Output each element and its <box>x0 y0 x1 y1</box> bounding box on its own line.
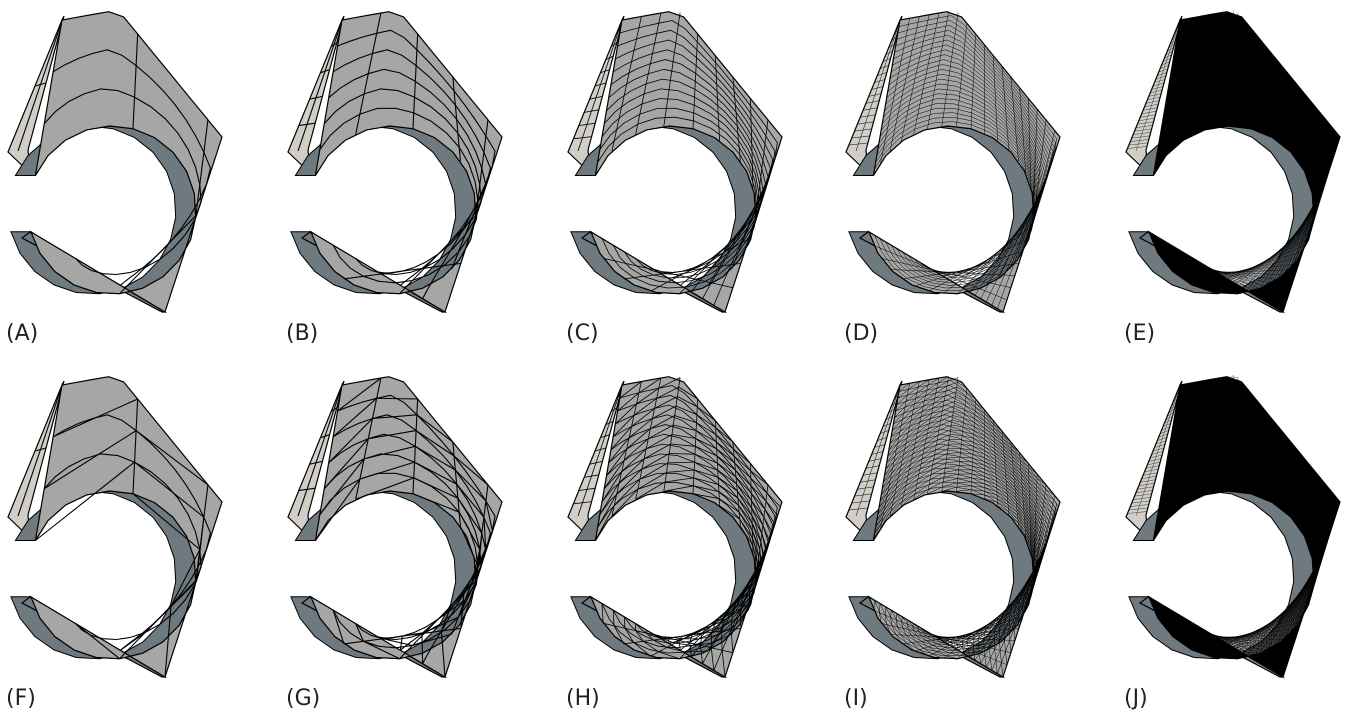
panel-label: (F) <box>6 686 36 711</box>
mesh-side-edges <box>17 17 64 152</box>
mesh-edges <box>873 376 1059 678</box>
mesh-edges <box>873 11 1059 309</box>
mesh-panel: (D) <box>844 11 1061 346</box>
mesh-front-face <box>589 11 783 313</box>
panel-label: (H) <box>566 686 600 711</box>
mesh-side-edges <box>848 382 902 517</box>
mesh-panel: (E) <box>1124 10 1341 346</box>
mesh-side-edges <box>17 382 64 517</box>
panel-label: (B) <box>286 321 318 346</box>
panel-label: (G) <box>286 686 320 711</box>
mesh-inner-face <box>290 490 477 660</box>
mesh-inner-face <box>570 490 757 660</box>
mesh-side-edges <box>573 382 624 517</box>
mesh-edges <box>43 33 211 295</box>
mesh-inner-face <box>10 125 197 295</box>
panel-label: (E) <box>1124 321 1155 346</box>
mesh-side-edges <box>297 17 344 152</box>
mesh-inner-face <box>848 125 1035 295</box>
mesh-edges <box>35 398 211 678</box>
panel-label: (A) <box>6 321 38 346</box>
panel-label: (J) <box>1124 686 1148 711</box>
mesh-panel: (H) <box>566 376 783 711</box>
mesh-front-face <box>867 11 1061 313</box>
mesh-edges <box>314 377 496 678</box>
mesh-edges <box>1150 375 1340 678</box>
mesh-panel: (F) <box>6 376 223 711</box>
mesh-side-edges <box>1127 382 1182 517</box>
mesh-panel: (G) <box>286 376 503 711</box>
panel-label: (D) <box>844 321 878 346</box>
panel-label: (C) <box>566 321 599 346</box>
mesh-panel: (B) <box>286 11 503 346</box>
mesh-edges <box>595 377 781 678</box>
mesh-edges <box>1151 10 1340 311</box>
mesh-inner-face <box>290 125 477 295</box>
mesh-panel: (J) <box>1124 375 1341 711</box>
mesh-edges <box>597 12 781 306</box>
mesh-panel: (A) <box>6 11 223 346</box>
mesh-panel: (I) <box>844 376 1061 711</box>
mesh-panels: (A) (B) (C) (D) (E) (F) (G) (H) (I) (J) <box>6 10 1341 711</box>
mesh-inner-face <box>848 490 1035 660</box>
mesh-inner-face <box>1128 490 1315 660</box>
mesh-front-face <box>29 11 223 313</box>
mesh-inner-face <box>570 125 757 295</box>
mesh-side-edges <box>573 17 624 152</box>
mesh-side-edges <box>1127 17 1182 152</box>
mesh-side-edges <box>848 17 902 152</box>
panel-label: (I) <box>844 686 868 711</box>
mesh-edges <box>319 12 496 299</box>
mesh-inner-face <box>10 490 197 660</box>
mesh-panel: (C) <box>566 11 783 346</box>
mesh-side-edges <box>297 382 344 517</box>
mesh-inner-face <box>1128 125 1315 295</box>
